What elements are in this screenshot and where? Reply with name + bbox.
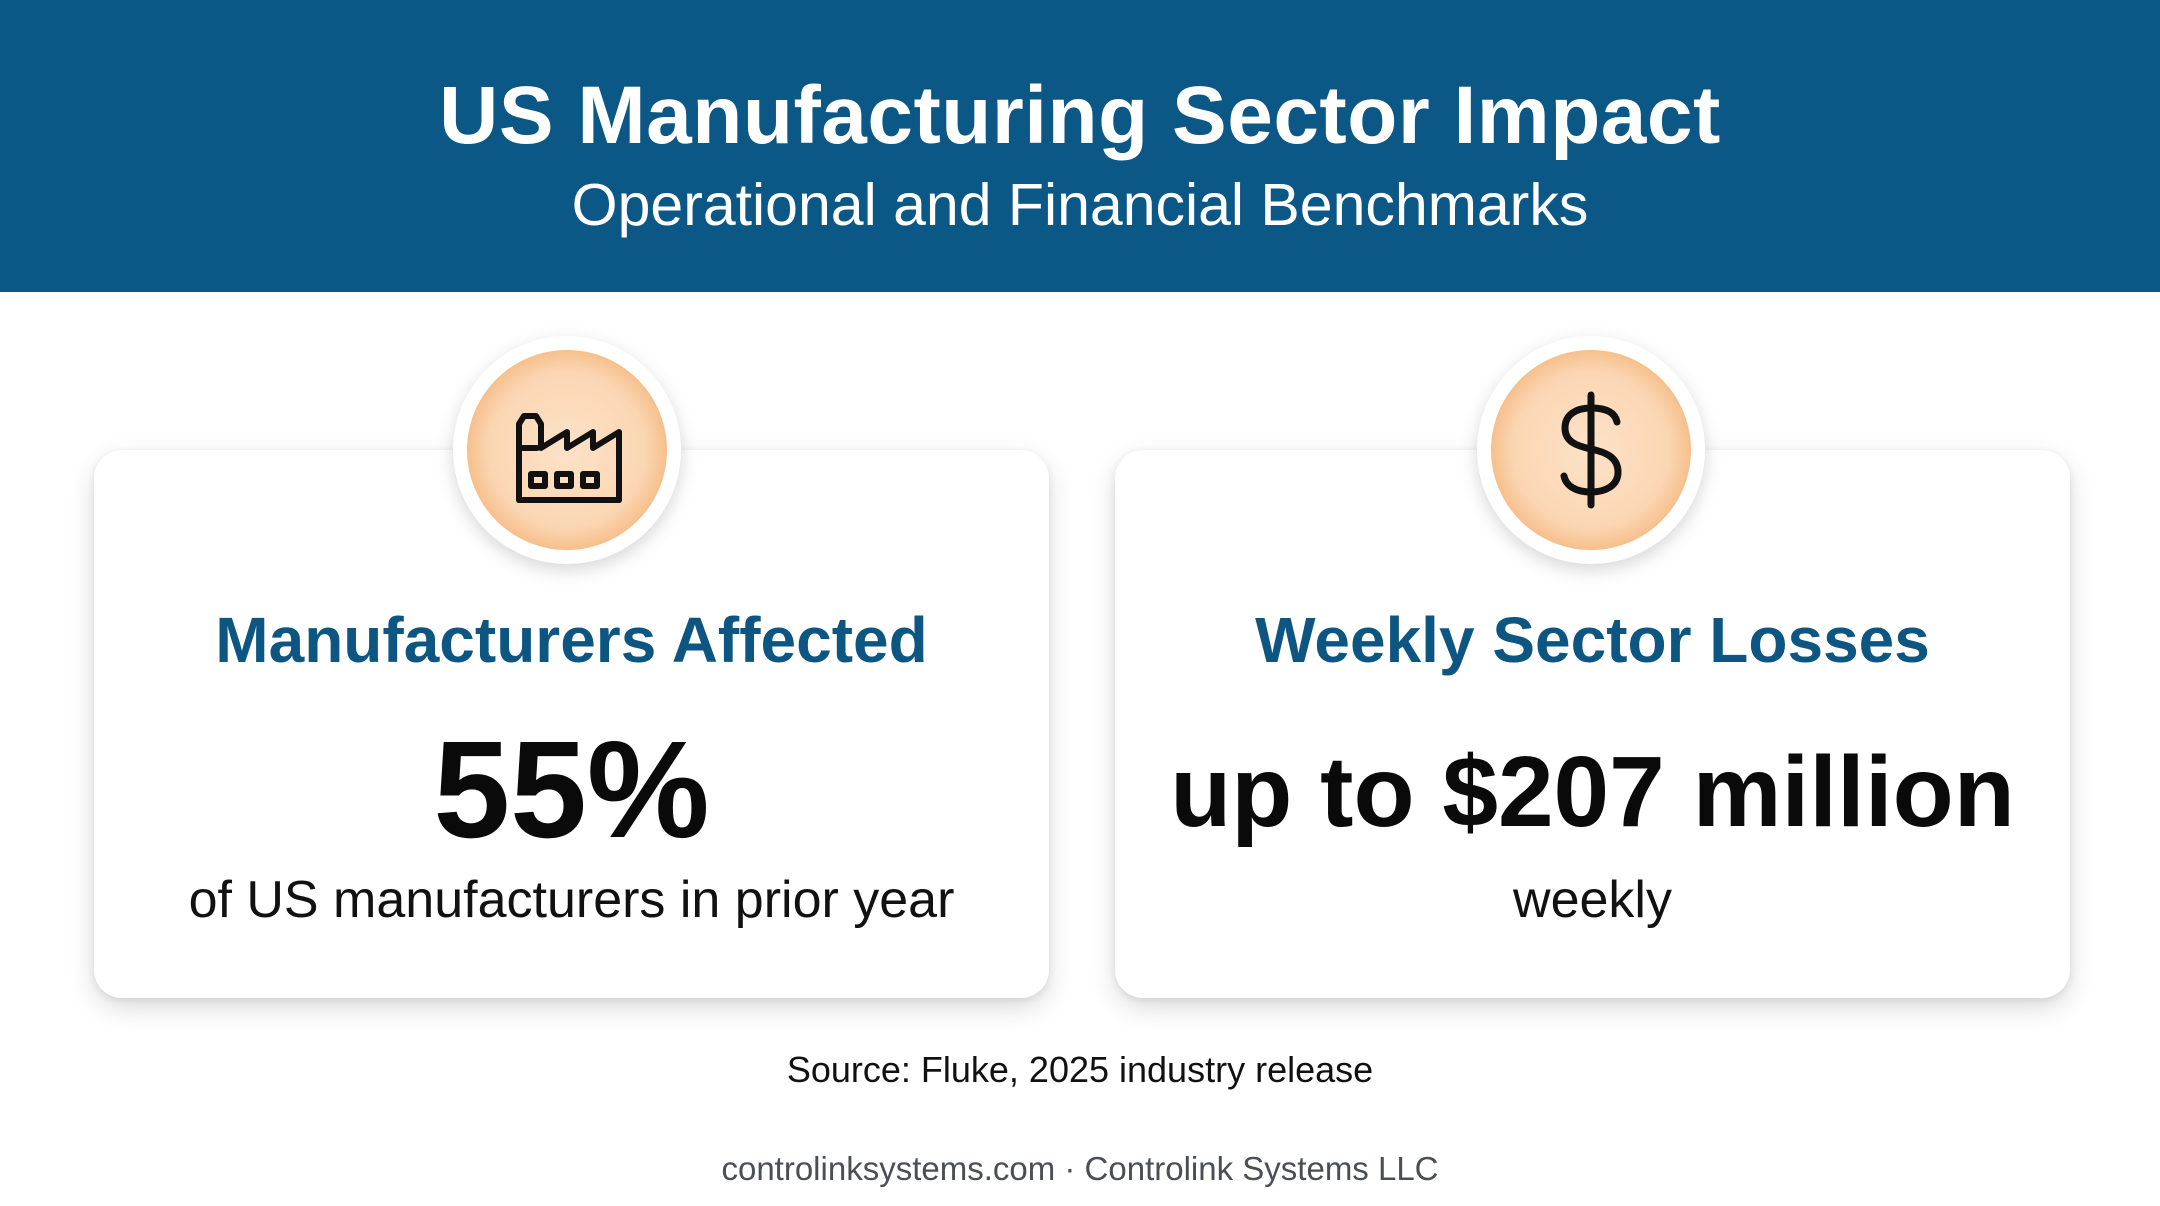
source-citation: Source: Fluke, 2025 industry release bbox=[786, 1049, 1374, 1090]
card-heading: Manufacturers Affected bbox=[215, 604, 928, 676]
dollar-sign-icon bbox=[1560, 391, 1622, 509]
dollar-badge bbox=[1477, 336, 1705, 564]
header-banner: US Manufacturing Sector Impact Operation… bbox=[0, 0, 2160, 292]
card-caption: of US manufacturers in prior year bbox=[188, 871, 955, 929]
factory-badge bbox=[453, 336, 681, 564]
card-value: 55% bbox=[433, 713, 710, 867]
footer-credit: controlinksystems.com · Controlink Syste… bbox=[721, 1150, 1439, 1187]
card-caption: weekly bbox=[1513, 871, 1672, 929]
page-title: US Manufacturing Sector Impact bbox=[439, 70, 1721, 161]
page-subtitle: Operational and Financial Benchmarks bbox=[571, 172, 1589, 238]
factory-icon bbox=[516, 413, 622, 503]
card-heading: Weekly Sector Losses bbox=[1255, 604, 1930, 676]
card-value: up to $207 million bbox=[1170, 736, 2015, 848]
